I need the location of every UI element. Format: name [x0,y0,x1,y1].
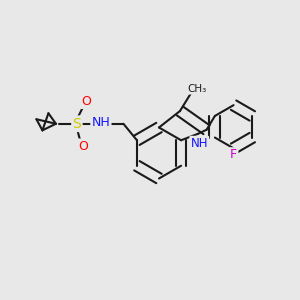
Text: NH: NH [190,137,208,150]
Text: NH: NH [92,116,110,129]
Text: CH₃: CH₃ [187,83,206,94]
Text: O: O [81,95,91,108]
Text: S: S [73,117,81,131]
Text: O: O [78,140,88,153]
Text: F: F [230,148,237,161]
